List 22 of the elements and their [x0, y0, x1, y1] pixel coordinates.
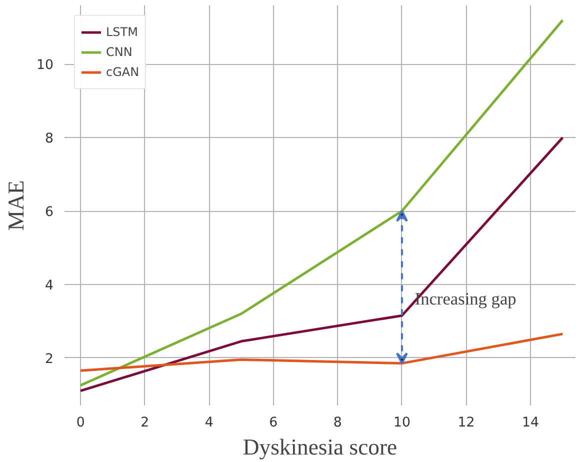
legend-label: LSTM: [106, 25, 138, 39]
y-tick-label: 8: [45, 132, 54, 147]
line-series: [79, 18, 564, 387]
legend-label: CNN: [106, 45, 132, 59]
x-axis-title: Dyskinesia score: [242, 434, 398, 460]
x-tick-label: 0: [76, 416, 85, 430]
x-tick-label: 4: [204, 416, 214, 430]
annotation: Increasing gap: [414, 290, 516, 309]
y-tick-label: 2: [45, 352, 54, 367]
y-tick-label: 4: [45, 278, 54, 294]
line-series: [79, 136, 564, 392]
line-series: [79, 332, 564, 372]
legend-label: cGAN: [106, 65, 140, 79]
y-tick-label: 10: [36, 58, 54, 74]
y-tick-label: 6: [45, 205, 54, 220]
y-axis-title: MAE: [4, 180, 29, 231]
x-tick-label: 10: [393, 416, 410, 430]
x-tick-label: 8: [333, 416, 342, 430]
x-tick-label: 2: [140, 416, 150, 430]
x-tick-label: 14: [522, 416, 539, 430]
x-tick-label: 6: [269, 416, 278, 430]
x-tick-label: 12: [458, 416, 475, 430]
